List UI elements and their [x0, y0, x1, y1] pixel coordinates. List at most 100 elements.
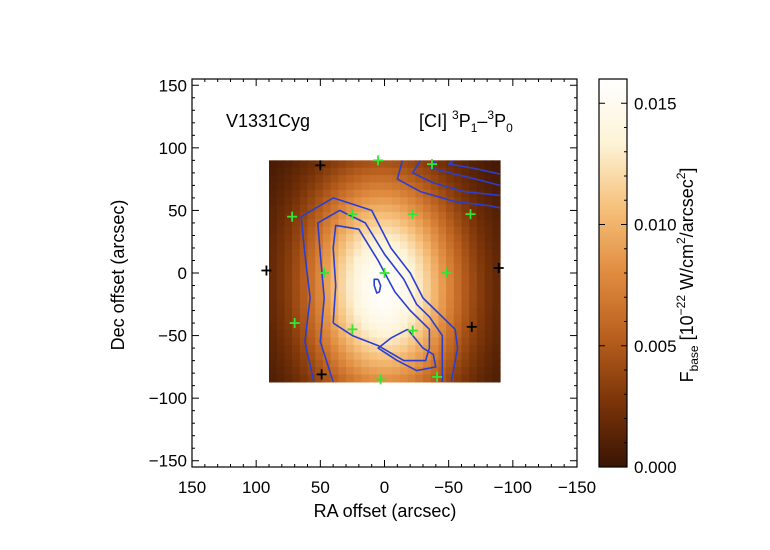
heatmap-cell — [322, 315, 332, 324]
heatmap-cell — [392, 293, 401, 302]
heatmap-cell — [399, 367, 409, 376]
heatmap-cell — [338, 219, 347, 228]
heatmap-cell — [415, 167, 424, 176]
heatmap-cell — [369, 204, 378, 213]
line-label-low-sub: 0 — [506, 121, 513, 135]
colorbar-label-exp: −22 — [674, 295, 688, 316]
heatmap-cell — [346, 160, 355, 169]
heatmap-cell — [446, 344, 455, 353]
heatmap-cell — [446, 256, 455, 265]
heatmap-cell — [361, 197, 370, 206]
heatmap-cell — [461, 322, 470, 331]
heatmap-cell — [392, 234, 401, 243]
heatmap-cell — [399, 293, 409, 302]
heatmap-cell — [384, 337, 393, 346]
heatmap-cell — [492, 374, 501, 383]
heatmap-cell — [307, 248, 316, 257]
heatmap-cell — [322, 337, 332, 346]
heatmap-cell — [446, 197, 455, 206]
heatmap-cell — [392, 175, 401, 184]
heatmap-cell — [430, 219, 439, 228]
heatmap-cell — [392, 300, 401, 309]
heatmap-cell — [330, 189, 339, 198]
heatmap-cell — [361, 344, 370, 353]
heatmap-cell — [292, 352, 301, 361]
heatmap-cell — [453, 330, 463, 339]
heatmap-cell — [438, 182, 447, 191]
heatmap-cell — [307, 374, 316, 383]
heatmap-cell — [399, 285, 409, 294]
heatmap-cell — [353, 226, 362, 235]
heatmap-cell — [392, 167, 401, 176]
heatmap-cell — [469, 293, 478, 302]
heatmap-cell — [322, 167, 332, 176]
heatmap-cell — [399, 219, 409, 228]
heatmap-cell — [322, 182, 332, 191]
heatmap-cell — [299, 337, 309, 346]
heatmap-cell — [376, 271, 386, 280]
heatmap-cell — [376, 359, 386, 368]
heatmap-cell — [322, 278, 332, 287]
heatmap-cell — [446, 315, 455, 324]
heatmap-cell — [299, 293, 309, 302]
heatmap-cell — [369, 300, 378, 309]
heatmap-cell — [292, 374, 301, 383]
heatmap-cell — [399, 175, 409, 184]
heatmap-cell — [415, 322, 424, 331]
heatmap-cell — [353, 256, 362, 265]
heatmap-cell — [476, 256, 486, 265]
heatmap-cell — [338, 293, 347, 302]
heatmap-cell — [353, 278, 362, 287]
heatmap-cell — [269, 300, 278, 309]
heatmap-cell — [407, 293, 416, 302]
heatmap-cell — [407, 204, 416, 213]
heatmap-cell — [284, 367, 293, 376]
heatmap-cell — [492, 241, 501, 250]
heatmap-cell — [476, 315, 486, 324]
heatmap-cell — [307, 241, 316, 250]
heatmap-cell — [453, 219, 463, 228]
heatmap-cell — [415, 234, 424, 243]
heatmap-cell — [292, 315, 301, 324]
heatmap-cell — [423, 344, 432, 353]
heatmap-cell — [492, 167, 501, 176]
heatmap-cell — [330, 167, 339, 176]
line-label-up-sup: 3 — [452, 108, 459, 122]
heatmap-cell — [292, 204, 301, 213]
heatmap-cell — [446, 212, 455, 221]
heatmap-cell — [423, 359, 432, 368]
heatmap-cell — [476, 204, 486, 213]
heatmap-cell — [446, 322, 455, 331]
heatmap-cell — [461, 256, 470, 265]
heatmap-cell — [453, 248, 463, 257]
heatmap-cell — [384, 271, 393, 280]
contour-line — [396, 160, 500, 209]
heatmap-cell — [353, 204, 362, 213]
heatmap-cell — [269, 337, 278, 346]
heatmap-cell — [276, 278, 285, 287]
heatmap-cell — [423, 330, 432, 339]
heatmap-cell — [484, 285, 493, 294]
heatmap-cell — [469, 285, 478, 294]
heatmap-cell — [292, 367, 301, 376]
heatmap-cell — [453, 300, 463, 309]
colorbar-label-unit: W/cm — [677, 244, 697, 295]
heatmap-cell — [276, 300, 285, 309]
heatmap-cell — [476, 212, 486, 221]
heatmap-cell — [461, 315, 470, 324]
heatmap-cell — [453, 189, 463, 198]
heatmap-cell — [292, 256, 301, 265]
heatmap-cell — [269, 285, 278, 294]
heatmap-cell — [315, 212, 324, 221]
heatmap-cell — [307, 344, 316, 353]
heatmap-cell — [453, 241, 463, 250]
heatmap-cell — [476, 271, 486, 280]
heatmap-cell — [438, 204, 447, 213]
heatmap-cell — [307, 308, 316, 317]
heatmap-cell — [399, 308, 409, 317]
heatmap-cell — [492, 204, 501, 213]
heatmap-cell — [322, 344, 332, 353]
heatmap-cell — [392, 367, 401, 376]
heatmap-cell — [292, 278, 301, 287]
heatmap-cell — [476, 300, 486, 309]
